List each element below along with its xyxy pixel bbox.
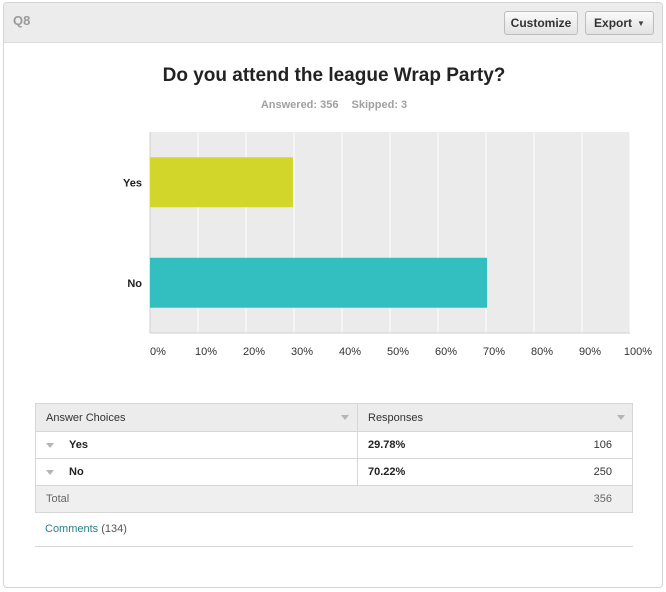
category-label: No: [127, 278, 142, 290]
export-button-label: Export: [594, 16, 633, 30]
total-value: 356: [593, 493, 612, 505]
table-row: Yes 29.78% 106: [36, 432, 632, 459]
responses-table: Answer Choices Responses Yes 29.78% 106 …: [35, 403, 633, 513]
x-tick-label: 30%: [291, 346, 313, 358]
answer-choice-label: Yes: [69, 439, 88, 451]
question-title: Do you attend the league Wrap Party?: [162, 65, 506, 86]
question-number: Q8: [13, 13, 31, 28]
x-tick-label: 50%: [387, 346, 409, 358]
total-label: Total: [46, 493, 70, 505]
x-tick-label: 20%: [243, 346, 265, 358]
comments: Comments (134): [45, 523, 127, 535]
comments-row: Comments (134): [35, 513, 633, 547]
table-row: No 70.22% 250: [36, 459, 632, 486]
customize-button[interactable]: Customize: [504, 11, 578, 35]
export-button[interactable]: Export ▼: [585, 11, 654, 35]
bar-no[interactable]: [150, 257, 488, 308]
sort-caret-icon[interactable]: [617, 415, 625, 420]
bar-chart: 0% 10% 20% 30% 40% 50% 60% 70% 80% 90% 100% Yes No: [123, 132, 652, 358]
x-tick-label: 0%: [150, 346, 166, 358]
response-count: 250: [593, 466, 612, 478]
answer-choice-cell: No: [36, 459, 358, 485]
table-header-row: Answer Choices Responses: [36, 404, 632, 432]
response-count: 106: [593, 439, 612, 451]
category-label: Yes: [123, 177, 142, 189]
x-tick-label: 100%: [624, 346, 652, 358]
expand-caret-icon[interactable]: [46, 469, 54, 475]
response-stats: Answered: 356 Skipped: 3: [4, 99, 664, 111]
comments-link[interactable]: Comments: [45, 523, 99, 535]
answer-choice-label: No: [69, 466, 84, 478]
caret-down-icon: ▼: [637, 18, 645, 28]
x-tick-label: 10%: [195, 346, 217, 358]
answer-choice-cell: Yes: [36, 432, 358, 458]
response-percent: 29.78%: [368, 439, 406, 451]
responses-header[interactable]: Responses: [368, 411, 424, 424]
x-tick-label: 70%: [483, 346, 505, 358]
x-tick-label: 80%: [531, 346, 553, 358]
sort-caret-icon[interactable]: [341, 415, 349, 420]
answered-count: Answered: 356: [260, 99, 339, 111]
comments-count: (134): [101, 523, 127, 535]
panel-header: Q8 Customize Export ▼: [4, 3, 662, 43]
x-tick-label: 90%: [579, 346, 601, 358]
bar-yes[interactable]: [150, 157, 293, 208]
x-tick-label: 40%: [339, 346, 361, 358]
response-percent: 70.22%: [368, 466, 406, 478]
x-tick-label: 60%: [435, 346, 457, 358]
skipped-count: Skipped: 3: [351, 99, 408, 111]
expand-caret-icon[interactable]: [46, 442, 54, 448]
table-total-row: Total 356: [36, 486, 632, 513]
answer-choices-header[interactable]: Answer Choices: [36, 404, 358, 431]
